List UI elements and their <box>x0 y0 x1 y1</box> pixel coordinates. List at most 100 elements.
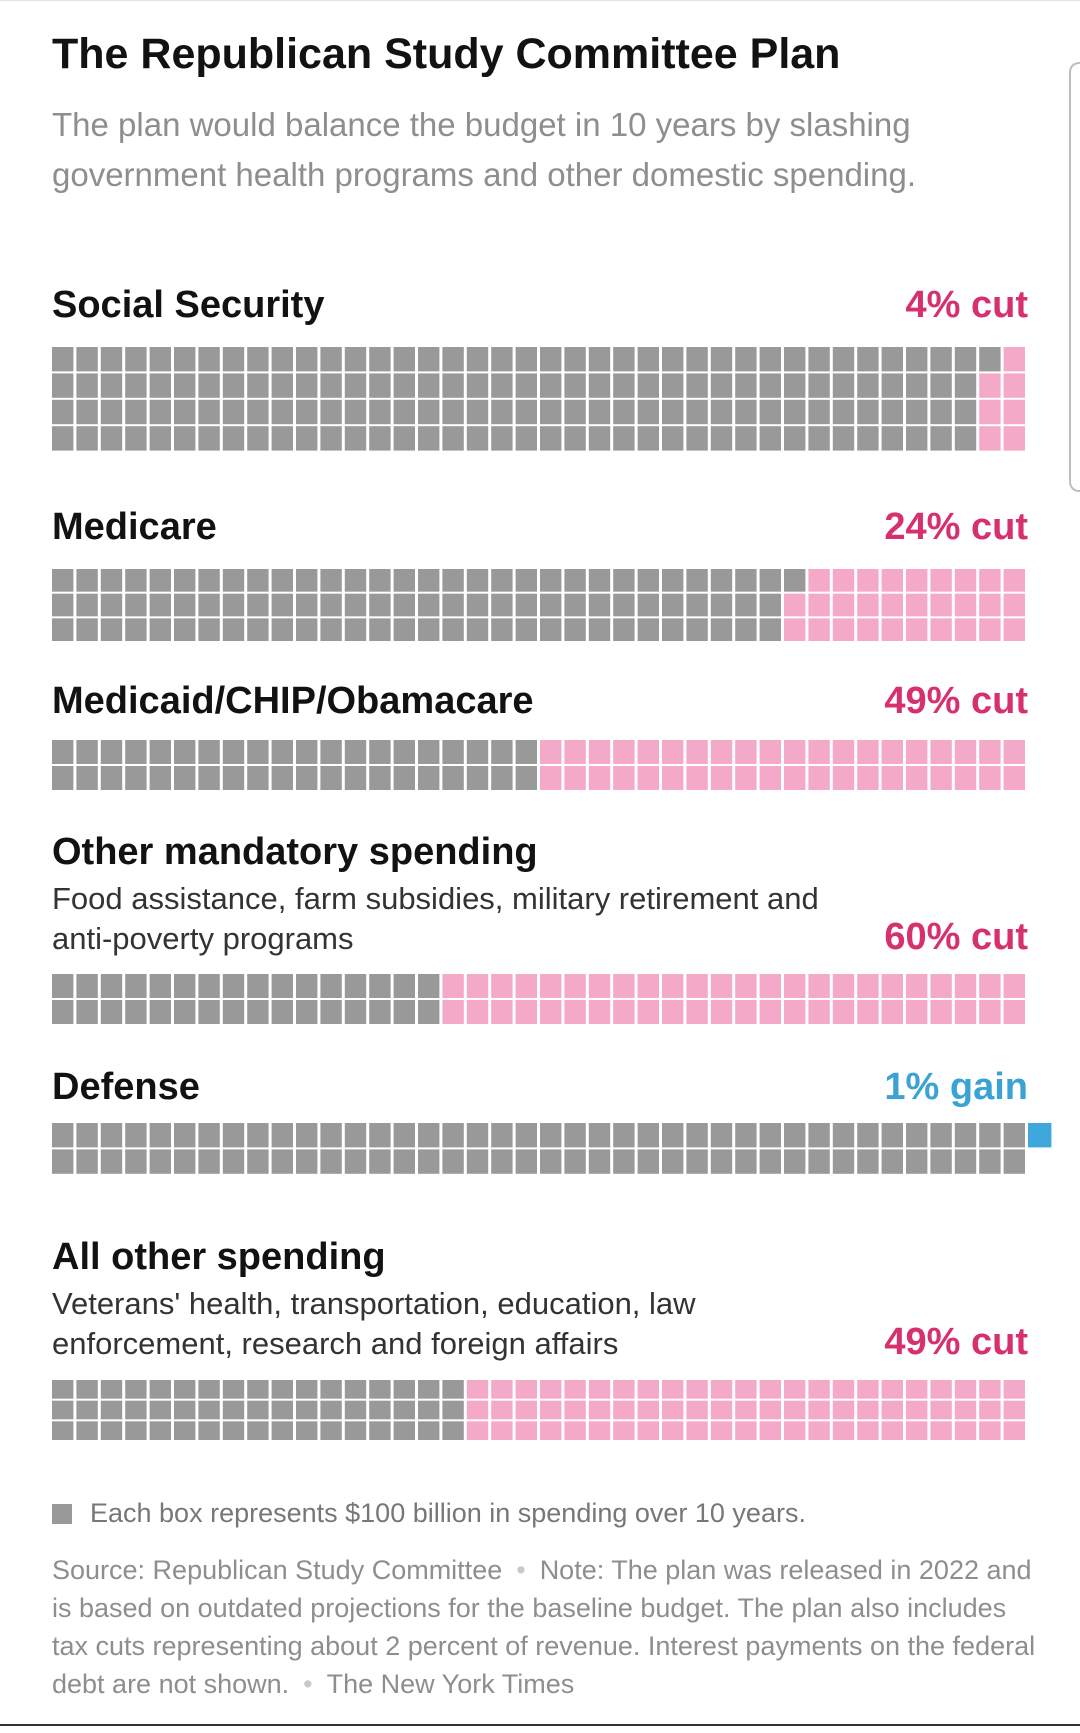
waffle-box <box>808 426 830 451</box>
waffle-box-cut <box>857 1421 879 1440</box>
waffle-box <box>296 974 318 998</box>
waffle-box <box>174 766 196 790</box>
waffle-box <box>491 569 513 592</box>
waffle-box <box>247 618 269 641</box>
waffle-box <box>588 399 611 425</box>
separator-dot-icon: • <box>516 1555 526 1585</box>
waffle-box <box>76 347 98 372</box>
waffle-box-cut <box>515 1380 537 1399</box>
waffle-box <box>442 1149 464 1174</box>
waffle-box <box>540 1149 562 1174</box>
waffle-box-cut <box>564 974 586 998</box>
waffle-box <box>906 1123 928 1148</box>
waffle-box <box>857 347 879 372</box>
waffle-box <box>662 569 684 592</box>
waffle-box <box>832 1123 855 1148</box>
waffle-box <box>149 1400 171 1420</box>
waffle-box <box>198 1149 220 1174</box>
waffle-box-cut <box>613 1000 635 1024</box>
waffle-box-cut <box>1003 399 1025 425</box>
waffle-box <box>881 426 903 451</box>
waffle-box <box>808 1149 830 1174</box>
waffle-box <box>564 426 586 451</box>
waffle-box <box>222 373 245 398</box>
waffle-box-cut <box>735 1000 757 1024</box>
waffle-box <box>125 593 147 617</box>
waffle-box-cut <box>466 1000 489 1024</box>
waffle-box <box>125 1123 147 1148</box>
waffle-box <box>369 618 391 641</box>
waffle-box <box>369 1380 391 1399</box>
waffle-box <box>540 1123 562 1148</box>
waffle-box <box>174 1149 196 1174</box>
separator-dot-icon: • <box>303 1669 313 1699</box>
scrollbar-hint <box>1069 62 1080 492</box>
waffle-box <box>393 399 415 425</box>
waffle-box <box>198 740 220 764</box>
waffle-box-cut <box>613 1380 635 1399</box>
waffle-box <box>198 974 220 998</box>
bottom-divider <box>0 1724 1080 1726</box>
waffle-box-cut <box>954 974 977 998</box>
waffle-box-cut <box>588 740 611 764</box>
waffle-box-cut <box>979 1421 1001 1440</box>
waffle-box-cut <box>710 1000 733 1024</box>
waffle-box <box>174 1123 196 1148</box>
waffle-box <box>466 426 489 451</box>
waffle-box-cut <box>881 766 903 790</box>
waffle-box <box>735 569 757 592</box>
waffle-box <box>881 347 903 372</box>
waffle-box <box>686 569 708 592</box>
waffle-box <box>100 1000 123 1024</box>
waffle-box-cut <box>979 373 1001 398</box>
waffle-box <box>491 593 513 617</box>
waffle-box <box>491 740 513 764</box>
waffle-box-cut <box>515 974 537 998</box>
waffle-box <box>784 1149 806 1174</box>
waffle-box <box>76 1149 98 1174</box>
waffle-box <box>491 766 513 790</box>
waffle-box <box>637 373 659 398</box>
waffle-box <box>515 740 537 764</box>
waffle-box <box>808 1123 830 1148</box>
waffle-box-cut <box>735 974 757 998</box>
waffle-box <box>930 1123 952 1148</box>
waffle-box <box>174 569 196 592</box>
waffle-box <box>247 569 269 592</box>
legend-text: Each box represents $100 billion in spen… <box>90 1498 806 1528</box>
waffle-box <box>76 1400 98 1420</box>
waffle-box <box>954 399 977 425</box>
waffle-box <box>710 569 733 592</box>
waffle-box <box>710 593 733 617</box>
waffle-box <box>369 1421 391 1440</box>
waffle-box <box>76 426 98 451</box>
waffle-box-cut <box>686 1000 708 1024</box>
waffle-box-cut <box>832 618 855 641</box>
waffle-box-cut <box>808 974 830 998</box>
waffle-box <box>125 1400 147 1420</box>
waffle-box-cut <box>613 1421 635 1440</box>
waffle-box <box>637 1123 659 1148</box>
waffle-box <box>247 1380 269 1399</box>
waffle-box <box>954 373 977 398</box>
waffle-box-cut <box>979 974 1001 998</box>
waffle-box <box>393 974 415 998</box>
waffle-all-other <box>52 1380 1025 1440</box>
waffle-social-security <box>52 347 1025 451</box>
waffle-box <box>369 593 391 617</box>
waffle-box <box>954 1149 977 1174</box>
waffle-box <box>247 593 269 617</box>
waffle-box <box>930 347 952 372</box>
waffle-box-cut <box>564 1421 586 1440</box>
waffle-box <box>174 618 196 641</box>
waffle-box-cut <box>832 1380 855 1399</box>
waffle-box <box>686 618 708 641</box>
waffle-box-cut <box>906 1400 928 1420</box>
waffle-box <box>149 766 171 790</box>
waffle-box-cut <box>540 1400 562 1420</box>
waffle-box <box>247 974 269 998</box>
waffle-box <box>344 740 367 764</box>
source-note: Source: Republican Study Committee • Note:… <box>52 1551 1042 1703</box>
waffle-box <box>125 1421 147 1440</box>
waffle-box-cut <box>759 766 781 790</box>
